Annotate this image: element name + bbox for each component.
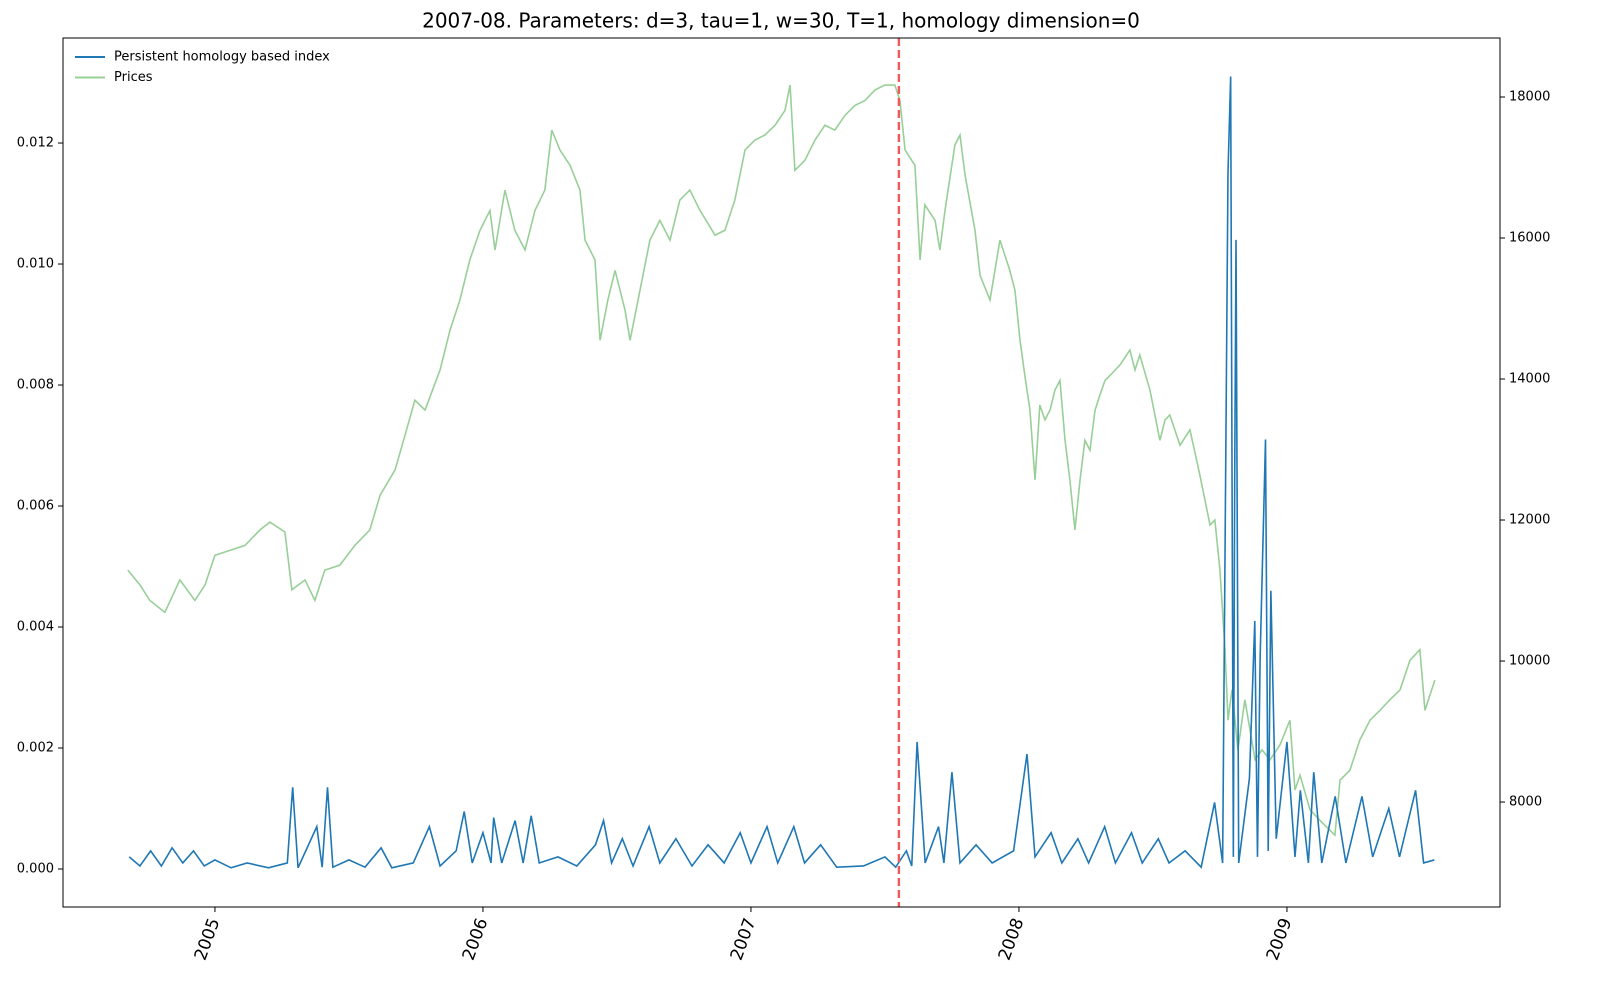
- legend-label: Persistent homology based index: [114, 50, 330, 65]
- chart-title: 2007-08. Parameters: d=3, tau=1, w=30, T…: [422, 9, 1140, 33]
- y-tick-label: 0.008: [17, 378, 54, 393]
- y2-tick-label: 8000: [1509, 795, 1542, 810]
- y2-tick-label: 10000: [1509, 654, 1550, 669]
- y2-tick-label: 14000: [1509, 372, 1550, 387]
- y-tick-label: 0.002: [17, 741, 54, 756]
- y-tick-label: 0.012: [17, 136, 54, 151]
- y2-tick-label: 16000: [1509, 231, 1550, 246]
- line-series: [128, 76, 1435, 869]
- y2-tick-label: 18000: [1509, 90, 1550, 105]
- y-tick-label: 0.010: [17, 257, 54, 272]
- plot-frame: [62, 37, 1501, 908]
- y-tick-label: 0.004: [17, 620, 54, 635]
- line-series: [127, 84, 1436, 837]
- y2-tick-label: 12000: [1509, 513, 1550, 528]
- y-tick-label: 0.006: [17, 499, 54, 514]
- y-tick-label: 0.000: [17, 862, 54, 877]
- legend-label: Prices: [114, 70, 153, 85]
